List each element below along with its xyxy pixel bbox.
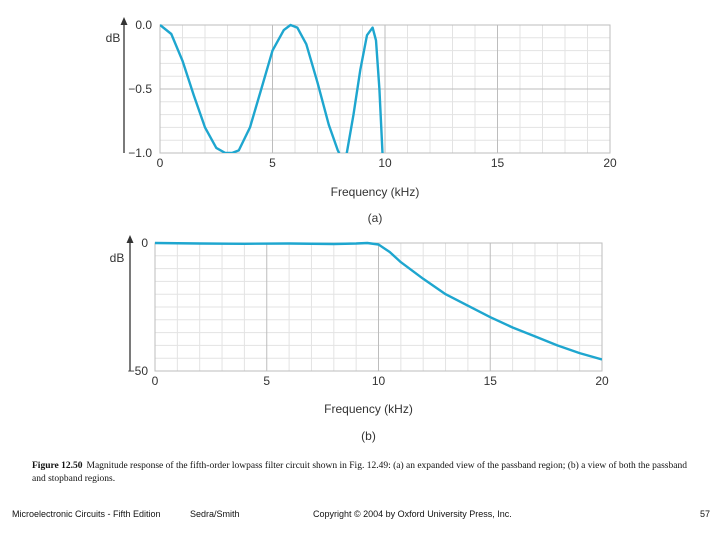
footer-copyright: Copyright © 2004 by Oxford University Pr… xyxy=(313,509,512,519)
chart-a-y-axis-label: dB xyxy=(106,31,121,45)
chart-a-y-axis-arrow xyxy=(120,17,128,25)
chart-b-x-tick-label: 5 xyxy=(263,374,270,388)
chart-b-y-axis-arrow xyxy=(126,235,134,243)
chart-b-x-tick-label: 15 xyxy=(484,374,498,388)
chart-b-y-axis-label: dB xyxy=(110,251,125,265)
chart-a-x-tick-label: 15 xyxy=(491,156,505,170)
chart-b-series-line-0 xyxy=(155,241,602,361)
chart-a-panel-label: (a) xyxy=(368,211,383,225)
chart-a-y-tick-label: 0.0 xyxy=(135,18,152,32)
chart-b-panel-label: (b) xyxy=(361,429,376,443)
caption-text: Magnitude response of the fifth-order lo… xyxy=(32,461,687,484)
chart-a-x-axis-title: Frequency (kHz) xyxy=(331,185,420,199)
chart-a-y-tick-label: −0.5 xyxy=(128,82,152,96)
chart-b-y-tick-label: 0 xyxy=(141,236,148,250)
chart-b-x-tick-label: 20 xyxy=(595,374,609,388)
footer-book-title: Microelectronic Circuits - Fifth Edition xyxy=(12,509,161,519)
chart-a-y-tick-label: −1.0 xyxy=(128,146,152,160)
figure-caption: Figure 12.50 Magnitude response of the fi… xyxy=(32,460,697,486)
chart-a-series-line-0 xyxy=(160,23,384,153)
chart-b-x-axis-title: Frequency (kHz) xyxy=(324,402,413,416)
chart-a-x-tick-label: 5 xyxy=(269,156,276,170)
chart-b-y-tick-label: −50 xyxy=(128,364,149,378)
chart-a-x-tick-label: 20 xyxy=(603,156,617,170)
footer-page-number: 57 xyxy=(700,509,711,519)
figure-canvas: 0.0 −0.5 −1.0 0 5 10 15 20 dB Frequency (kHz) (a) 0… xyxy=(106,17,617,443)
chart-b-x-tick-label: 10 xyxy=(372,374,386,388)
chart-a-x-tick-label: 10 xyxy=(378,156,392,170)
footer-authors: Sedra/Smith xyxy=(190,509,240,519)
chart-b-x-tick-label: 0 xyxy=(152,374,159,388)
chart-a-x-tick-label: 0 xyxy=(157,156,164,170)
caption-figure-label: Figure 12.50 xyxy=(32,461,83,471)
